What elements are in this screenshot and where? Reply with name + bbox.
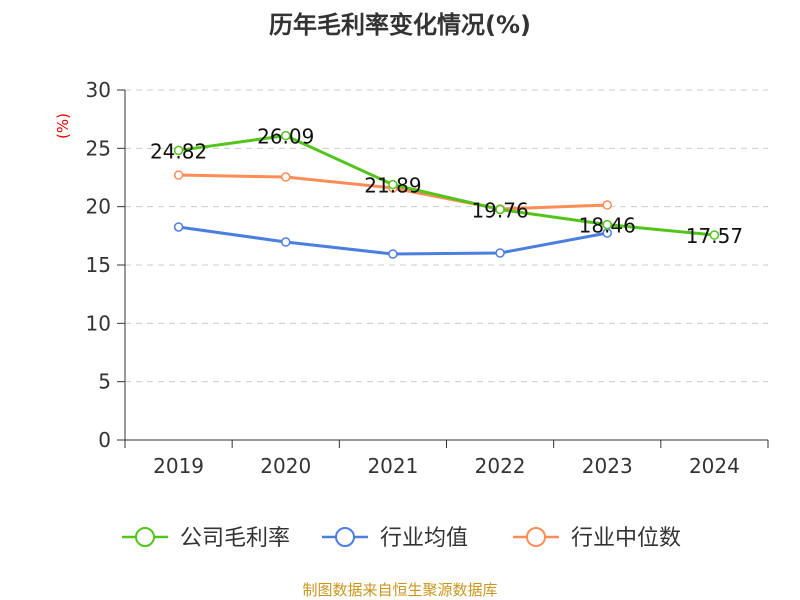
legend-circle-icon <box>526 527 546 547</box>
data-point[interactable] <box>173 170 184 180</box>
legend-circle-icon <box>335 527 355 547</box>
y-tick-label: 10 <box>86 311 111 335</box>
data-point[interactable] <box>388 249 398 259</box>
legend-label: 公司毛利率 <box>180 526 290 551</box>
data-point[interactable] <box>388 179 398 190</box>
legend-item[interactable]: 公司毛利率 <box>122 526 290 551</box>
y-tick-label: 25 <box>86 136 111 160</box>
data-point[interactable] <box>173 222 184 232</box>
data-point[interactable] <box>173 145 184 156</box>
series-line <box>178 134 715 237</box>
x-tick-label: 2022 <box>475 454 526 478</box>
source-note: 制图数据来自恒生聚源数据库 <box>302 581 497 599</box>
data-label: 18.46 <box>579 214 636 238</box>
x-tick-label: 2024 <box>689 454 740 478</box>
x-tick-label: 2019 <box>153 454 204 478</box>
data-label: 17.57 <box>686 224 743 248</box>
chart-title: 历年毛利率变化情况(%) <box>269 11 531 39</box>
legend-item[interactable]: 行业均值 <box>322 526 468 551</box>
data-point[interactable] <box>281 172 291 182</box>
x-tick-label: 2021 <box>367 454 418 478</box>
y-tick-label: 20 <box>86 195 111 219</box>
data-point[interactable] <box>495 248 505 258</box>
y-axis-label: (%) <box>54 113 72 139</box>
data-point[interactable] <box>602 200 612 210</box>
data-label: 26.09 <box>257 125 314 149</box>
y-tick-label: 30 <box>86 78 111 102</box>
legend-circle-icon <box>135 527 155 547</box>
x-tick-label: 2023 <box>582 454 633 478</box>
data-label: 19.76 <box>471 198 528 222</box>
y-tick-label: 5 <box>98 370 111 394</box>
data-point[interactable] <box>281 130 291 141</box>
data-point[interactable] <box>495 204 505 215</box>
legend-label: 行业均值 <box>380 526 468 551</box>
data-label: 24.82 <box>150 139 207 163</box>
x-tick-label: 2020 <box>260 454 311 478</box>
y-tick-label: 15 <box>86 253 111 277</box>
data-point[interactable] <box>602 219 612 230</box>
data-point[interactable] <box>281 237 291 247</box>
y-tick-label: 0 <box>98 428 111 452</box>
legend-item[interactable]: 行业中位数 <box>513 526 681 551</box>
data-label: 21.89 <box>364 174 421 198</box>
legend-label: 行业中位数 <box>571 526 681 551</box>
data-point[interactable] <box>709 230 720 240</box>
